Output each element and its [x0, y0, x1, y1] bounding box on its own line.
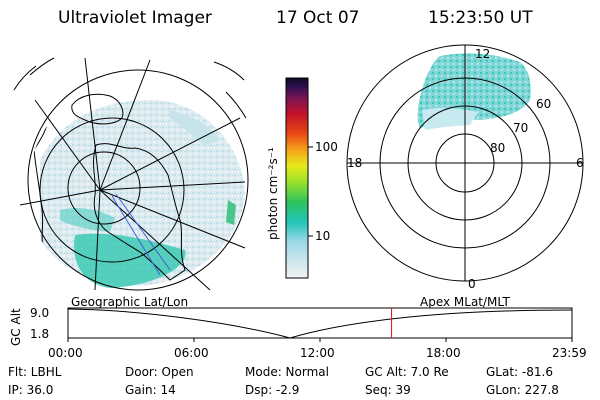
- polar-lat-60: 60: [536, 97, 552, 111]
- info-mode: Mode: Normal: [245, 365, 329, 379]
- timeline-ytick-top: 9.0: [30, 306, 50, 320]
- info-gain: Gain: 14: [125, 383, 176, 397]
- polar-hour-6: 6: [576, 156, 584, 170]
- timeline-xtick-3: 18:00: [426, 346, 461, 360]
- timeline-right-title: Apex MLat/MLT: [420, 295, 510, 309]
- colorbar-tick-100: 100: [315, 140, 338, 154]
- timeline-xtick-4: 23:59: [552, 346, 587, 360]
- polar-hour-0: 0: [468, 277, 476, 291]
- info-ip: IP: 36.0: [8, 383, 54, 397]
- info-glon: GLon: 227.8: [486, 383, 559, 397]
- polar-lat-70: 70: [513, 121, 529, 135]
- timeline-xtick-2: 12:00: [300, 346, 335, 360]
- polar-hour-18: 18: [347, 156, 363, 170]
- time-label: 15:23:50 UT: [428, 8, 533, 28]
- info-door: Door: Open: [125, 365, 194, 379]
- info-seq: Seq: 39: [365, 383, 411, 397]
- colorbar-tick-10: 10: [315, 229, 331, 243]
- info-dsp: Dsp: -2.9: [245, 383, 300, 397]
- instrument-title: Ultraviolet Imager: [58, 8, 212, 28]
- info-glat: GLat: -81.6: [486, 365, 553, 379]
- timeline-xtick-1: 06:00: [174, 346, 209, 360]
- polar-hour-12: 12: [475, 47, 491, 61]
- timeline-left-title: Geographic Lat/Lon: [71, 295, 189, 309]
- polar-lat-80: 80: [490, 141, 506, 155]
- timeline-xtick-0: 00:00: [48, 346, 83, 360]
- info-filter: Flt: LBHL: [8, 365, 62, 379]
- info-gc-alt: GC Alt: 7.0 Re: [365, 365, 449, 379]
- timeline-ytick-bottom: 1.8: [30, 327, 50, 341]
- date-label: 17 Oct 07: [276, 8, 360, 28]
